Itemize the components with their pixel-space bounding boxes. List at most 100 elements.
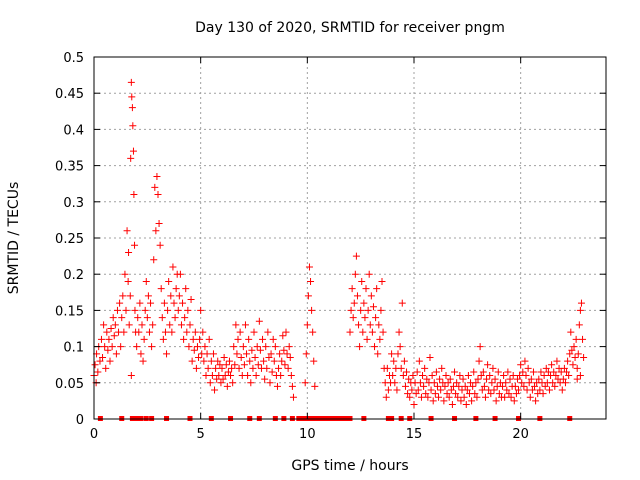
data-point (460, 393, 468, 401)
data-point (158, 314, 166, 322)
data-point (369, 303, 377, 311)
x-axis-title: GPS time / hours (291, 458, 408, 474)
data-point (473, 393, 481, 401)
data-point (351, 270, 359, 278)
data-point (310, 357, 318, 365)
data-point (218, 364, 226, 372)
data-point (225, 357, 233, 365)
data-point (202, 372, 210, 380)
data-point (303, 321, 311, 329)
data-point (356, 343, 364, 351)
data-point (166, 321, 174, 329)
data-point (174, 306, 182, 314)
data-point (522, 372, 530, 380)
data-point (518, 379, 526, 387)
data-point (526, 393, 534, 401)
data-point (501, 393, 509, 401)
data-point (127, 154, 135, 162)
data-point (109, 314, 117, 322)
data-point (165, 277, 173, 285)
data-point (142, 277, 150, 285)
data-point (275, 364, 283, 372)
data-point (170, 299, 178, 307)
data-point (145, 328, 153, 336)
data-point (106, 357, 114, 365)
data-point (552, 372, 560, 380)
data-point (516, 372, 524, 380)
data-point (129, 147, 137, 155)
data-point (247, 379, 255, 387)
data-point (239, 343, 247, 351)
data-point (190, 346, 198, 354)
data-point (357, 306, 365, 314)
data-point (237, 353, 245, 361)
data-point (266, 379, 274, 387)
data-point (551, 382, 559, 390)
data-point (350, 299, 358, 307)
data-point (575, 321, 583, 329)
data-point (97, 335, 105, 343)
data-point (486, 372, 494, 380)
data-point (180, 335, 188, 343)
data-point (103, 328, 111, 336)
data-point (462, 401, 470, 409)
data-point (223, 382, 231, 390)
data-point (399, 372, 407, 380)
data-point (185, 343, 193, 351)
data-point (169, 263, 177, 271)
data-point (563, 368, 571, 376)
data-point (431, 390, 439, 398)
data-point (249, 364, 257, 372)
data-point (476, 343, 484, 351)
data-point (513, 375, 521, 383)
data-point (183, 328, 191, 336)
data-point (532, 397, 540, 405)
data-point (529, 368, 537, 376)
data-point (373, 285, 381, 293)
data-point (440, 397, 448, 405)
data-point (151, 183, 159, 191)
data-point (566, 350, 574, 358)
data-point (565, 372, 573, 380)
data-point (488, 379, 496, 387)
data-point (120, 328, 128, 336)
y-tick-label: 0.4 (63, 123, 84, 138)
data-point (471, 390, 479, 398)
data-point (388, 350, 396, 358)
data-point (153, 172, 161, 180)
data-point (235, 364, 243, 372)
data-point (359, 328, 367, 336)
data-point (179, 299, 187, 307)
data-point (446, 375, 454, 383)
y-tick-label: 0.2 (63, 268, 84, 283)
data-point (216, 361, 224, 369)
data-point (128, 93, 136, 101)
data-point (189, 335, 197, 343)
data-point (186, 321, 194, 329)
data-point (184, 306, 192, 314)
data-point (573, 364, 581, 372)
data-point (159, 335, 167, 343)
x-tick-label: 20 (512, 427, 529, 442)
data-point (175, 292, 183, 300)
data-point (436, 375, 444, 383)
data-point (108, 343, 116, 351)
data-point (560, 364, 568, 372)
data-point (491, 375, 499, 383)
data-point (404, 390, 412, 398)
data-point (273, 382, 281, 390)
data-point (227, 372, 235, 380)
data-point (528, 386, 536, 394)
data-point (259, 335, 267, 343)
data-point (232, 321, 240, 329)
data-point (264, 328, 272, 336)
data-point (401, 382, 409, 390)
y-tick-label: 0.5 (63, 51, 84, 66)
data-point (279, 332, 287, 340)
data-point (421, 364, 429, 372)
data-point (438, 364, 446, 372)
data-point (413, 368, 421, 376)
data-point (453, 379, 461, 387)
data-point (579, 335, 587, 343)
data-point (271, 343, 279, 351)
